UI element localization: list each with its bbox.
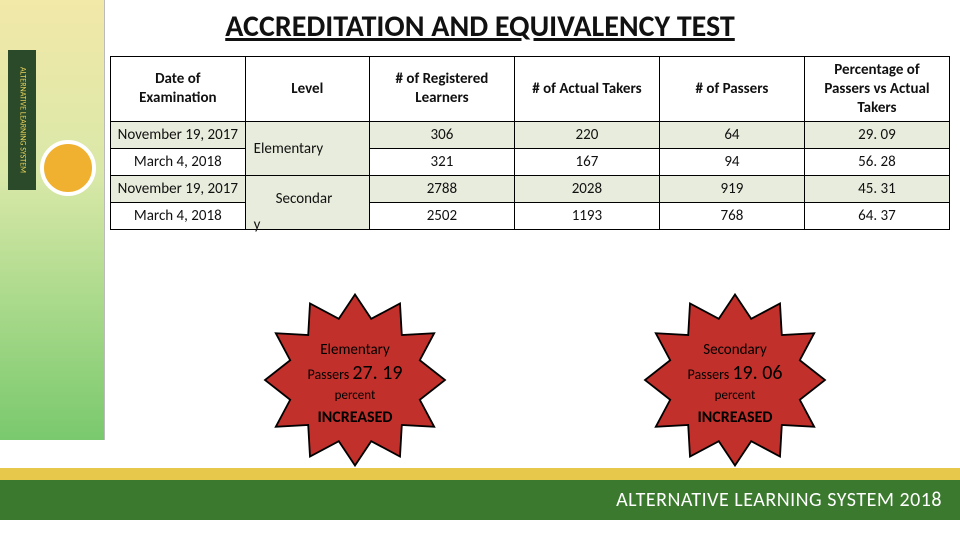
table-row: March 4, 2018 321 167 94 56. 28 bbox=[111, 149, 950, 176]
decor-banner: ALTERNATIVE LEARNING SYSTEM bbox=[8, 50, 36, 190]
cell-takers: 2028 bbox=[514, 176, 659, 203]
cell-takers: 1193 bbox=[514, 203, 659, 230]
cell-level-sec: Secondar y bbox=[245, 176, 369, 230]
cell-level-elem: Elementary bbox=[245, 122, 369, 176]
cell-reg: 2788 bbox=[369, 176, 514, 203]
starburst-text: Elementary Passers 27. 19 percent INCREA… bbox=[260, 290, 450, 470]
cell-pct: 29. 09 bbox=[804, 122, 949, 149]
cell-pct: 45. 31 bbox=[804, 176, 949, 203]
page-title: ACCREDITATION AND EQUIVALENCY TEST bbox=[0, 8, 960, 45]
footer-stripe-yellow bbox=[0, 468, 960, 480]
cell-reg: 306 bbox=[369, 122, 514, 149]
cell-takers: 220 bbox=[514, 122, 659, 149]
table-row: November 19, 2017 Secondar y 2788 2028 9… bbox=[111, 176, 950, 203]
cell-reg: 2502 bbox=[369, 203, 514, 230]
col-date: Date of Examination bbox=[111, 57, 246, 122]
sb-value: 19. 06 bbox=[732, 361, 782, 385]
col-pct: Percentage of Passers vs Actual Takers bbox=[804, 57, 949, 122]
cell-reg: 321 bbox=[369, 149, 514, 176]
col-takers: # of Actual Takers bbox=[514, 57, 659, 122]
sb-value: 27. 19 bbox=[352, 361, 402, 385]
sb-passers-label: Passers bbox=[688, 366, 730, 383]
footer-bar: ALTERNATIVE LEARNING SYSTEM 2018 bbox=[0, 460, 960, 520]
level-sec-part2: y bbox=[254, 216, 261, 234]
sb-level: Elementary bbox=[320, 340, 390, 360]
col-level: Level bbox=[245, 57, 369, 122]
cell-pct: 64. 37 bbox=[804, 203, 949, 230]
sb-status: INCREASED bbox=[317, 407, 392, 429]
cell-date: November 19, 2017 bbox=[111, 176, 246, 203]
left-decor: ALTERNATIVE LEARNING SYSTEM bbox=[0, 0, 105, 440]
cell-passers: 919 bbox=[659, 176, 804, 203]
cell-date: March 4, 2018 bbox=[111, 203, 246, 230]
table-row: November 19, 2017 Elementary 306 220 64 … bbox=[111, 122, 950, 149]
sb-percent: percent bbox=[335, 387, 376, 405]
sb-percent: percent bbox=[715, 387, 756, 405]
sb-status: INCREASED bbox=[697, 407, 772, 429]
cell-passers: 64 bbox=[659, 122, 804, 149]
results-table: Date of Examination Level # of Registere… bbox=[110, 56, 950, 230]
starburst-elementary: Elementary Passers 27. 19 percent INCREA… bbox=[260, 290, 450, 470]
cell-date: March 4, 2018 bbox=[111, 149, 246, 176]
cell-passers: 94 bbox=[659, 149, 804, 176]
level-sec-part1: Secondar bbox=[276, 190, 333, 208]
table-row: March 4, 2018 2502 1193 768 64. 37 bbox=[111, 203, 950, 230]
col-reg: # of Registered Learners bbox=[369, 57, 514, 122]
sb-level: Secondary bbox=[703, 340, 767, 360]
cell-pct: 56. 28 bbox=[804, 149, 949, 176]
starburst-text: Secondary Passers 19. 06 percent INCREAS… bbox=[640, 290, 830, 470]
cell-takers: 167 bbox=[514, 149, 659, 176]
cell-passers: 768 bbox=[659, 203, 804, 230]
col-passers: # of Passers bbox=[659, 57, 804, 122]
sb-passers-label: Passers bbox=[308, 366, 350, 383]
starburst-secondary: Secondary Passers 19. 06 percent INCREAS… bbox=[640, 290, 830, 470]
cell-date: November 19, 2017 bbox=[111, 122, 246, 149]
decor-circle bbox=[40, 140, 96, 196]
footer-text: ALTERNATIVE LEARNING SYSTEM 2018 bbox=[616, 488, 942, 512]
